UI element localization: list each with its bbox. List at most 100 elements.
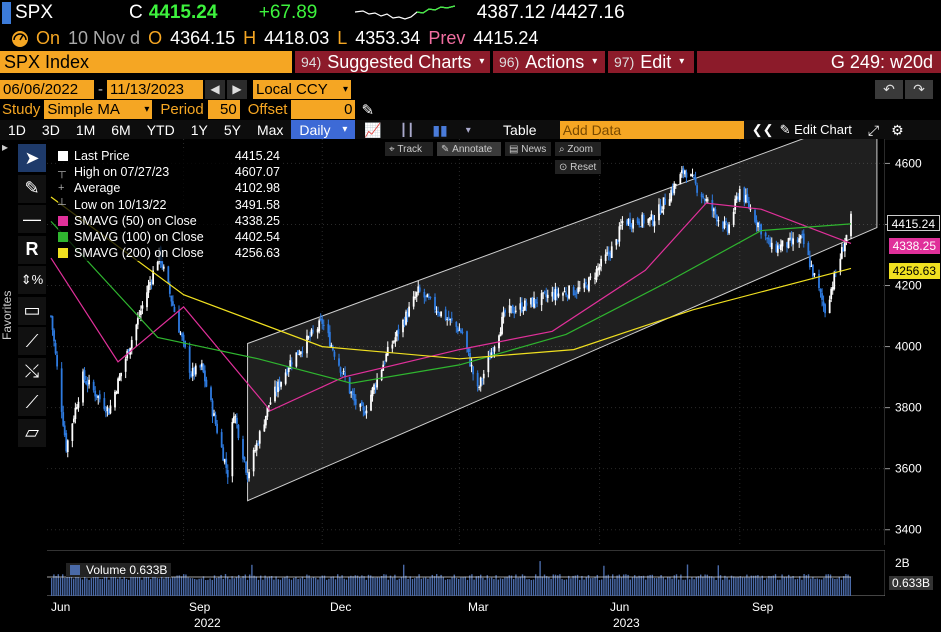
track-tool[interactable]: ⌖ Track (385, 142, 433, 156)
pointer-icon[interactable]: ➤ (18, 144, 46, 172)
trend-line-icon[interactable]: ⟋ (18, 327, 46, 355)
zoom-tool[interactable]: ⌕ Zoom (555, 142, 601, 156)
bar-chart-icon[interactable]: ┃┃ (399, 123, 415, 137)
volume-bar (447, 579, 449, 596)
period-6m[interactable]: 6M (111, 122, 131, 138)
segment-icon[interactable]: ⟋ (18, 388, 46, 416)
currency-select[interactable]: Local CCY ▾ (253, 79, 351, 99)
volume-bar (70, 574, 73, 596)
chevron-down-icon[interactable]: ▾ (465, 124, 471, 136)
sma50-tag: 4338.25 (888, 238, 940, 254)
edit-chart-button[interactable]: ✎ Edit Chart (779, 122, 852, 137)
volume-bar (317, 579, 319, 596)
annotate-tool[interactable]: ✎ Annotate (437, 142, 501, 156)
horizontal-line-icon[interactable]: — (18, 205, 46, 233)
volume-bar (543, 574, 546, 596)
legend-row-last-price[interactable]: Last Price 4415.24 (58, 148, 280, 164)
period-5y[interactable]: 5Y (223, 122, 241, 138)
pencil-icon[interactable]: ✎ (361, 101, 375, 119)
period-max[interactable]: Max (256, 122, 284, 138)
volume-bar (209, 578, 211, 596)
edit-chart-label: Edit Chart (794, 122, 852, 137)
volume-bar (579, 579, 581, 596)
percent-icon[interactable]: ⇕% (18, 266, 46, 294)
channel-icon[interactable]: ▱ (18, 418, 46, 447)
candle-body (438, 314, 441, 316)
volume-bar (161, 574, 163, 596)
multi-line-icon[interactable]: ⤯ (18, 357, 46, 386)
period-1y[interactable]: 1Y (190, 122, 208, 138)
prev-arrow-icon[interactable]: ◀ (205, 79, 225, 99)
suggested-charts-button[interactable]: 94) Suggested Charts ▾ (295, 51, 490, 73)
candle-body (220, 432, 223, 448)
candle-body (162, 266, 165, 269)
legend-row-sma200[interactable]: SMAVG (200) on Close 4256.63 (58, 245, 280, 261)
volume-bar (458, 578, 460, 596)
study-select[interactable]: Simple MA ▾ (44, 100, 153, 119)
volume-bar (746, 574, 748, 596)
candle-body (72, 418, 75, 422)
start-date-input[interactable]: 06/06/2022 (0, 79, 94, 99)
legend-row-sma50[interactable]: SMAVG (50) on Close 4338.25 (58, 213, 280, 229)
volume-bar (174, 577, 176, 596)
expand-favorites-icon[interactable]: ▸ (2, 140, 9, 154)
offset-input[interactable]: 0 (291, 100, 356, 119)
text-icon[interactable]: R (18, 235, 46, 264)
volume-bar (176, 575, 178, 596)
table-button[interactable]: Table (503, 122, 537, 138)
period-3d[interactable]: 3D (41, 122, 60, 138)
volume-bar (532, 579, 535, 596)
x-tick-mar-2023: Mar (468, 600, 489, 614)
next-arrow-icon[interactable]: ▶ (227, 79, 247, 99)
candle-body (316, 329, 319, 333)
candle-body (786, 242, 788, 248)
candle-body (245, 461, 247, 473)
volume-bar (570, 578, 572, 596)
candle-body (214, 414, 217, 424)
news-tool[interactable]: ▤ News (505, 142, 551, 156)
line-chart-icon[interactable]: 📈 (364, 121, 382, 138)
volume-bar (581, 575, 583, 596)
candle-body (831, 287, 834, 291)
rectangle-icon[interactable]: ▭ (18, 296, 46, 325)
frequency-select[interactable]: Daily ▾ (291, 120, 356, 140)
period-ytd[interactable]: YTD (146, 122, 175, 138)
redo-icon[interactable]: ↷ (905, 79, 933, 99)
volume-bar (172, 577, 174, 596)
favorites-tab[interactable]: Favorites (0, 290, 14, 340)
volume-bar (792, 575, 794, 596)
volume-panel[interactable] (47, 550, 885, 596)
volume-bar (825, 574, 827, 596)
undo-icon[interactable]: ↶ (875, 79, 903, 99)
add-data-input[interactable]: Add Data (559, 120, 744, 140)
collapse-icon[interactable]: ❮❮ (751, 122, 774, 137)
period-input[interactable]: 50 (207, 100, 240, 119)
period-1m[interactable]: 1M (75, 122, 96, 138)
period-1d[interactable]: 1D (8, 122, 26, 138)
pen-icon[interactable]: ✎ (18, 174, 46, 203)
candle-body (583, 283, 586, 289)
edit-button[interactable]: 97) Edit ▾ (608, 51, 694, 73)
end-date-input[interactable]: 11/13/2023 (107, 79, 203, 99)
candle-body (141, 305, 144, 309)
candle-body (330, 345, 333, 347)
price-chart[interactable] (47, 139, 885, 545)
security-field[interactable]: SPX Index (0, 51, 292, 73)
candle-body (563, 291, 566, 293)
volume-bar (728, 579, 730, 596)
expand-icon[interactable]: ⤢ (867, 121, 880, 138)
reset-tool[interactable]: ⊙ Reset (555, 160, 601, 174)
price-axis: 3400360038004000420044004600 (885, 156, 922, 537)
candle-body (82, 371, 84, 403)
volume-bar (304, 579, 306, 596)
candle-body (310, 329, 313, 336)
actions-button[interactable]: 96) Actions ▾ (493, 51, 605, 73)
candle-body (684, 170, 686, 175)
candle-chart-icon[interactable]: ▮▮ (432, 121, 448, 138)
gear-icon[interactable]: ⚙ (891, 121, 904, 138)
legend-row-sma100[interactable]: SMAVG (100) on Close 4402.54 (58, 229, 280, 245)
volume-bar (381, 575, 383, 596)
volume-bar (647, 575, 649, 596)
candle-body (257, 443, 260, 445)
volume-bar (451, 577, 453, 596)
